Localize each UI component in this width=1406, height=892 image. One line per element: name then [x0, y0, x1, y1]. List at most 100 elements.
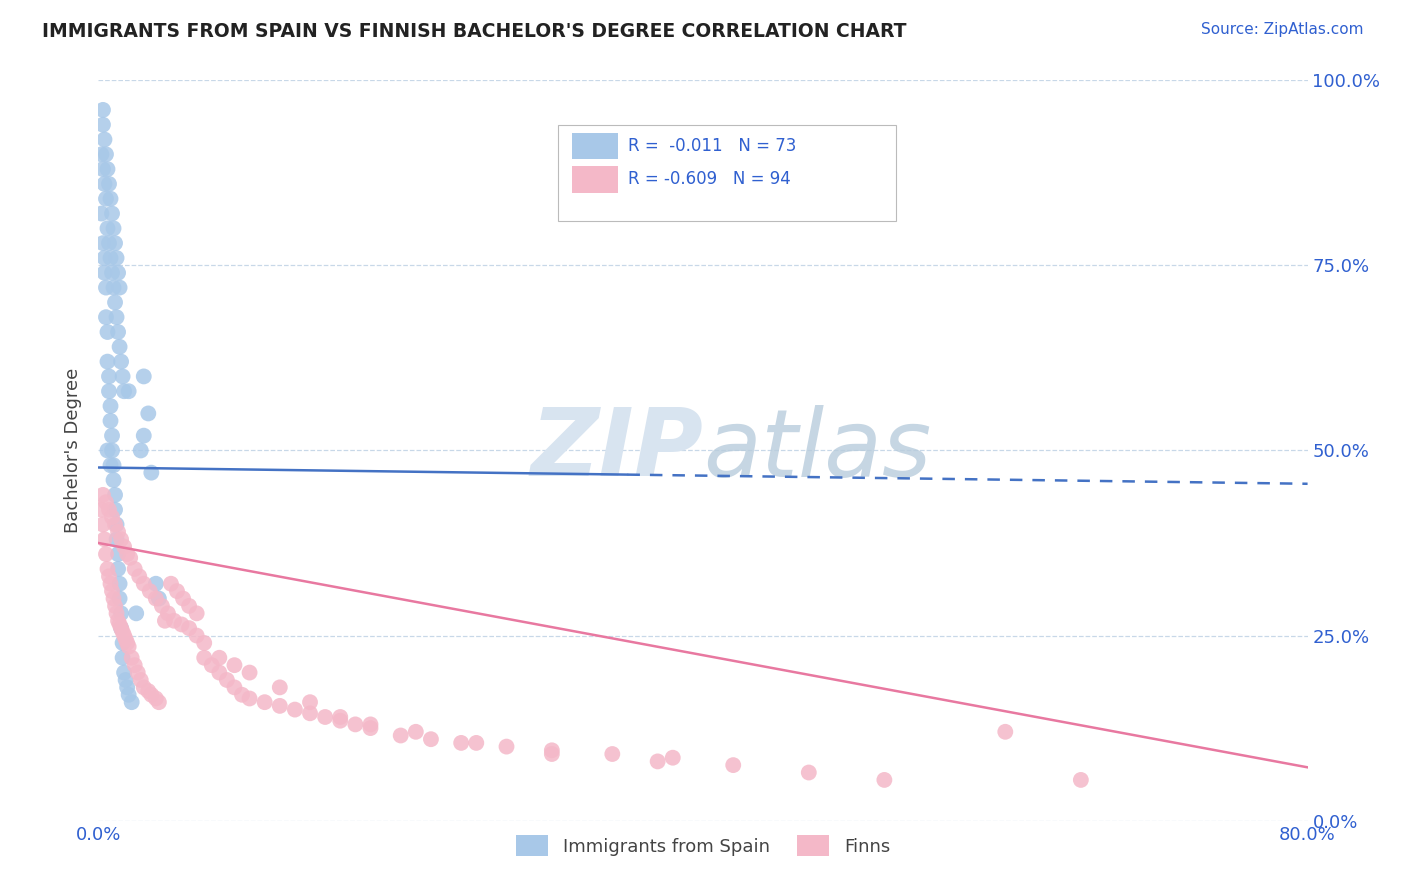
Point	[115, 636, 138, 650]
Bar	[572, 166, 619, 193]
Point	[661, 750, 683, 764]
Point	[299, 706, 322, 721]
Point	[148, 695, 170, 709]
Point	[172, 591, 194, 606]
Point	[100, 458, 122, 473]
Point	[98, 502, 121, 516]
Point	[108, 617, 131, 632]
Point	[136, 684, 159, 698]
Point	[91, 517, 114, 532]
Point	[148, 591, 170, 606]
Point	[329, 714, 352, 728]
Point	[344, 717, 367, 731]
Point	[112, 384, 135, 399]
Point	[91, 236, 114, 251]
Point	[112, 628, 135, 642]
Point	[269, 698, 291, 713]
Point	[91, 488, 114, 502]
Point	[111, 369, 134, 384]
Point	[201, 658, 224, 673]
Point	[450, 736, 472, 750]
Point	[93, 177, 115, 191]
Point	[224, 681, 246, 695]
Point	[91, 103, 114, 117]
Point	[101, 428, 124, 442]
Point	[100, 251, 122, 265]
Point	[179, 621, 201, 635]
Point	[111, 636, 134, 650]
Point	[1070, 772, 1092, 787]
Y-axis label: Bachelor's Degree: Bachelor's Degree	[65, 368, 83, 533]
Point	[110, 533, 132, 547]
Point	[93, 132, 115, 146]
Point	[112, 540, 135, 554]
Point	[96, 354, 118, 368]
Point	[90, 147, 112, 161]
Point	[239, 691, 262, 706]
Point	[136, 407, 159, 421]
Point	[314, 710, 336, 724]
Text: Source: ZipAtlas.com: Source: ZipAtlas.com	[1201, 22, 1364, 37]
Point	[145, 576, 167, 591]
Point	[114, 673, 136, 687]
FancyBboxPatch shape	[558, 125, 897, 221]
Point	[94, 192, 117, 206]
Point	[101, 206, 124, 220]
Point	[132, 428, 155, 442]
Point	[94, 310, 117, 325]
Point	[465, 736, 488, 750]
Point	[110, 621, 132, 635]
Point	[105, 251, 128, 265]
Point	[98, 384, 121, 399]
Point	[141, 466, 163, 480]
Point	[153, 614, 176, 628]
Text: ZIP: ZIP	[530, 404, 703, 497]
Point	[118, 640, 141, 654]
Point	[118, 384, 141, 399]
Point	[110, 621, 132, 635]
Point	[132, 576, 155, 591]
Point	[100, 414, 122, 428]
Point	[100, 399, 122, 413]
Point	[239, 665, 262, 680]
Point	[145, 691, 167, 706]
Point	[420, 732, 443, 747]
Point	[166, 584, 188, 599]
Point	[94, 147, 117, 161]
Point	[141, 688, 163, 702]
Point	[156, 607, 179, 621]
Point	[540, 743, 562, 757]
Text: R = -0.609   N = 94: R = -0.609 N = 94	[628, 170, 790, 188]
Text: atlas: atlas	[703, 405, 931, 496]
Point	[224, 658, 246, 673]
Point	[98, 369, 121, 384]
Point	[139, 584, 162, 599]
Point	[108, 340, 131, 354]
Point	[101, 584, 124, 599]
Point	[208, 650, 231, 665]
Bar	[572, 133, 619, 160]
Point	[103, 591, 125, 606]
Point	[96, 325, 118, 339]
Point	[145, 591, 167, 606]
Point	[105, 533, 128, 547]
Point	[108, 576, 131, 591]
Point	[124, 562, 146, 576]
Point	[104, 295, 127, 310]
Point	[107, 562, 129, 576]
Point	[127, 665, 149, 680]
Point	[129, 673, 152, 687]
Point	[100, 192, 122, 206]
Point	[93, 533, 115, 547]
Point	[160, 576, 183, 591]
Point	[101, 266, 124, 280]
Point	[93, 266, 115, 280]
Point	[208, 665, 231, 680]
Point	[269, 681, 291, 695]
Legend: Immigrants from Spain, Finns: Immigrants from Spain, Finns	[509, 828, 897, 863]
Point	[132, 369, 155, 384]
Point	[91, 162, 114, 177]
Point	[121, 695, 143, 709]
Point	[360, 721, 382, 735]
Point	[105, 517, 128, 532]
